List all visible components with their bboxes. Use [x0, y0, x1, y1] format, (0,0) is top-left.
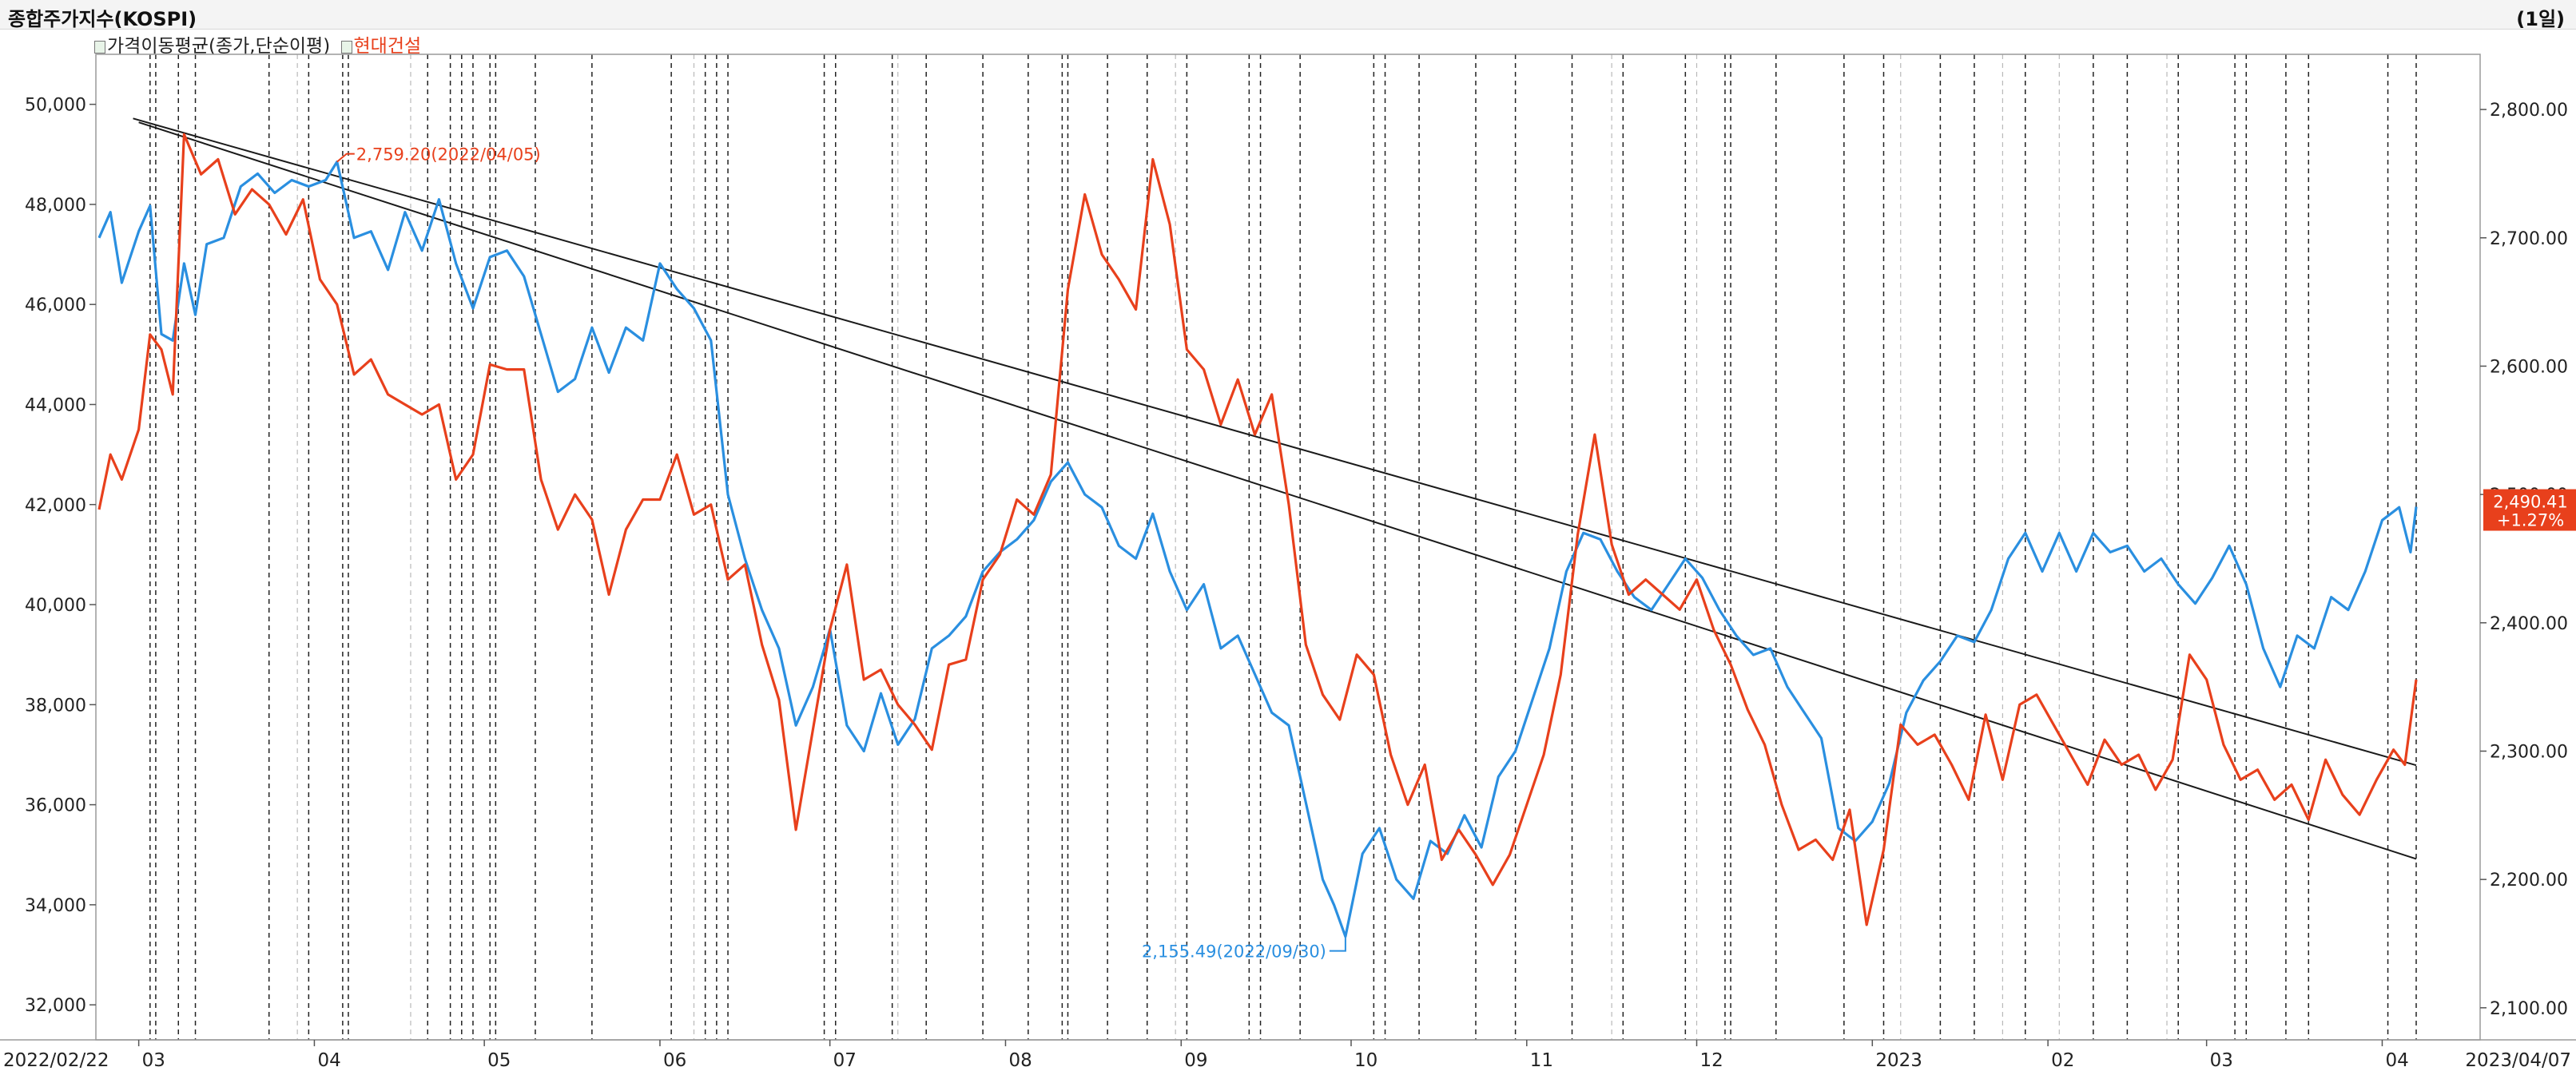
x-start-label: 2022/02/22: [3, 1050, 109, 1071]
x-tick-label: 11: [1530, 1050, 1553, 1071]
series-line: [97, 161, 2418, 938]
chart-title: 종합주가지수(KOSPI): [8, 8, 197, 30]
series-kospi: [97, 161, 2418, 938]
x-tick-label: 06: [663, 1050, 686, 1071]
series-line: [97, 133, 2418, 926]
checkbox-icon[interactable]: [340, 40, 352, 54]
high-label: 2,759.20(2022/04/05): [356, 145, 541, 165]
legend-item-hyundai[interactable]: 현대건설: [340, 30, 422, 58]
x-tick-label: 12: [1700, 1050, 1723, 1071]
y-right-tick-label: 2,200.00: [2490, 871, 2568, 891]
x-tick-label: 04: [317, 1050, 340, 1071]
y-right-tick-label: 2,800.00: [2490, 101, 2568, 121]
legend-label-moving-average: 가격이동평균(종가,단순이평): [107, 36, 331, 57]
y-left-tick-label: 42,000: [25, 496, 86, 516]
y-right-tick-label: 2,300.00: [2490, 742, 2568, 762]
y-right-tick-label: 2,400.00: [2490, 614, 2568, 634]
x-tick-label: 05: [487, 1050, 511, 1071]
chart-title-bar: 종합주가지수(KOSPI) (1일): [0, 0, 2576, 30]
y-left-tick-label: 38,000: [25, 696, 86, 716]
series-hyundai: [97, 133, 2418, 926]
low-marker: [1329, 936, 1346, 952]
x-end-label: 2023/04/07: [2465, 1050, 2571, 1071]
y-left-tick-label: 46,000: [25, 296, 86, 315]
last-value-badge: [2483, 489, 2576, 531]
legend-label-hyundai: 현대건설: [353, 36, 422, 57]
x-tick-label: 10: [1354, 1050, 1377, 1071]
y-left-tick-label: 36,000: [25, 796, 86, 816]
x-tick-label: 2023: [1875, 1050, 1922, 1071]
y-left-tick-label: 50,000: [25, 96, 86, 116]
checkbox-icon[interactable]: [94, 40, 105, 54]
y-right-tick-label: 2,700.00: [2490, 229, 2568, 249]
y-left-tick-label: 32,000: [25, 996, 86, 1016]
y-right-tick-label: 2,600.00: [2490, 357, 2568, 377]
annotation-layer: 2,759.20(2022/04/05) 2,155.49(2022/09/30)…: [336, 145, 2576, 962]
axis-layer: 32,000 34,000 36,000 38,000 40,000 42,000 44,0…: [0, 54, 2576, 1071]
x-tick-label: 02: [2051, 1050, 2074, 1071]
last-change-text: +1.27%: [2497, 511, 2564, 530]
y-left-tick-label: 44,000: [25, 395, 86, 415]
low-label: 2,155.49(2022/09/30): [1142, 942, 1326, 962]
trendline-2: [138, 121, 2417, 860]
last-value-text: 2,490.41: [2493, 493, 2568, 512]
high-marker: [336, 153, 355, 163]
legend: 가격이동평균(종가,단순이평) 현대건설: [94, 30, 426, 57]
trendline-1: [133, 117, 2417, 767]
trendline-layer: [133, 117, 2417, 860]
y-left-tick-label: 40,000: [25, 596, 86, 616]
x-tick-label: 08: [1008, 1050, 1032, 1071]
x-tick-label: 07: [833, 1050, 857, 1071]
grid-layer: [149, 54, 2417, 1040]
series-layer: [97, 133, 2418, 938]
x-tick-label: 03: [2210, 1050, 2233, 1071]
x-tick-label: 04: [2385, 1050, 2408, 1071]
x-tick-label: 09: [1184, 1050, 1207, 1071]
legend-item-moving-average[interactable]: 가격이동평균(종가,단순이평): [94, 30, 330, 58]
y-left-tick-label: 34,000: [25, 896, 86, 916]
x-tick-label: 03: [142, 1050, 165, 1071]
y-left-tick-label: 48,000: [25, 196, 86, 216]
y-right-tick-label: 2,100.00: [2490, 999, 2568, 1019]
period-label[interactable]: (1일): [2516, 8, 2565, 30]
